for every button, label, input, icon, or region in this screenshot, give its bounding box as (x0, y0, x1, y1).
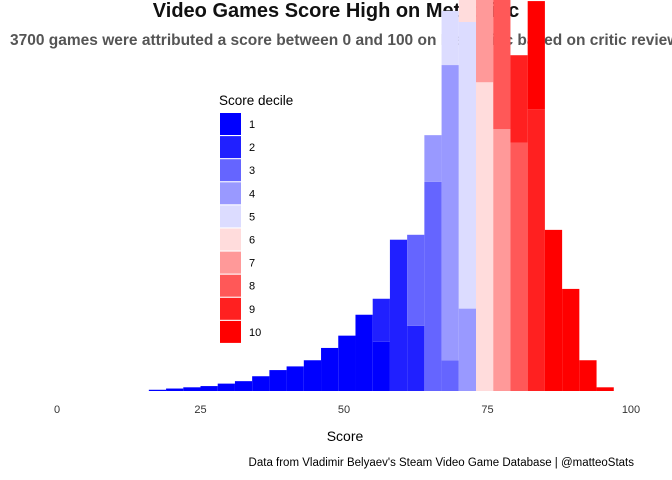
legend-swatch (220, 205, 241, 228)
legend-swatch (220, 136, 241, 159)
legend-swatch (220, 182, 241, 205)
histogram-bar (510, 142, 528, 391)
legend: Score decile 1 2 3 4 5 6 7 8 9 10 (219, 93, 293, 343)
histogram-bar (407, 234, 425, 326)
legend-title: Score decile (219, 93, 293, 108)
histogram-bar (148, 389, 167, 391)
x-tick-label: 25 (194, 404, 206, 416)
legend-label: 1 (249, 119, 255, 131)
legend-label: 10 (249, 327, 261, 339)
x-tick-label: 100 (622, 404, 640, 416)
chart-title: Video Games Score High on Metacritic (152, 0, 520, 22)
legend-swatch (220, 251, 241, 274)
histogram-bar (458, 22, 477, 309)
histogram-bar (200, 386, 218, 391)
chart-caption: Data from Vladimir Belyaev's Steam Video… (248, 457, 634, 469)
histogram-bar (338, 335, 356, 391)
histogram-bar (476, 0, 494, 83)
histogram-bar (441, 360, 459, 391)
histogram-bar (372, 341, 390, 391)
legend-swatch (220, 274, 241, 297)
histogram-bar (424, 181, 442, 391)
x-axis-title: Score (327, 428, 364, 444)
histogram-bar (476, 82, 494, 392)
histogram-bar (441, 10, 459, 66)
histogram-bar (321, 347, 339, 391)
histogram-bar (596, 387, 614, 391)
legend-swatch (220, 159, 241, 182)
legend-label: 3 (249, 165, 255, 177)
legend-swatch (220, 113, 241, 135)
legend-label: 8 (249, 281, 255, 293)
histogram-bar (166, 388, 184, 391)
legend-label: 7 (249, 258, 255, 270)
histogram-bar (303, 360, 322, 391)
histogram-bar (510, 55, 528, 143)
legend-swatch (220, 228, 241, 251)
histogram-bar (562, 288, 580, 391)
histogram-bar (252, 376, 270, 391)
x-tick-label: 0 (54, 404, 60, 416)
histogram-bar (389, 239, 408, 391)
histogram-bar (269, 370, 287, 391)
histogram-bar (286, 366, 304, 391)
histogram-bar (493, 129, 511, 391)
histogram-bar (183, 387, 201, 391)
histogram-bar (372, 298, 390, 342)
legend-label: 6 (249, 235, 255, 247)
x-tick-label: 50 (338, 404, 350, 416)
x-tick-label: 75 (481, 404, 493, 416)
histogram-bar (458, 308, 477, 391)
histogram-bar (527, 109, 545, 391)
legend-label: 5 (249, 211, 255, 223)
histogram-bar (458, 0, 477, 22)
bars-layer (148, 0, 614, 392)
legend-label: 4 (249, 188, 255, 200)
histogram-bar (407, 325, 425, 391)
x-axis-ticks: 0 25 50 75 100 (54, 404, 640, 416)
histogram-bar (544, 229, 563, 391)
histogram-bar (441, 65, 459, 361)
histogram-bar (424, 135, 442, 182)
legend-label: 2 (249, 142, 255, 154)
histogram-bar (579, 360, 597, 391)
histogram-bar (234, 381, 253, 391)
histogram-bar (493, 0, 511, 130)
legend-label: 9 (249, 304, 255, 316)
histogram-bar (217, 383, 235, 391)
histogram-bar (355, 314, 373, 391)
legend-swatch (220, 320, 241, 343)
legend-swatch (220, 297, 241, 320)
histogram-bar (527, 1, 545, 110)
